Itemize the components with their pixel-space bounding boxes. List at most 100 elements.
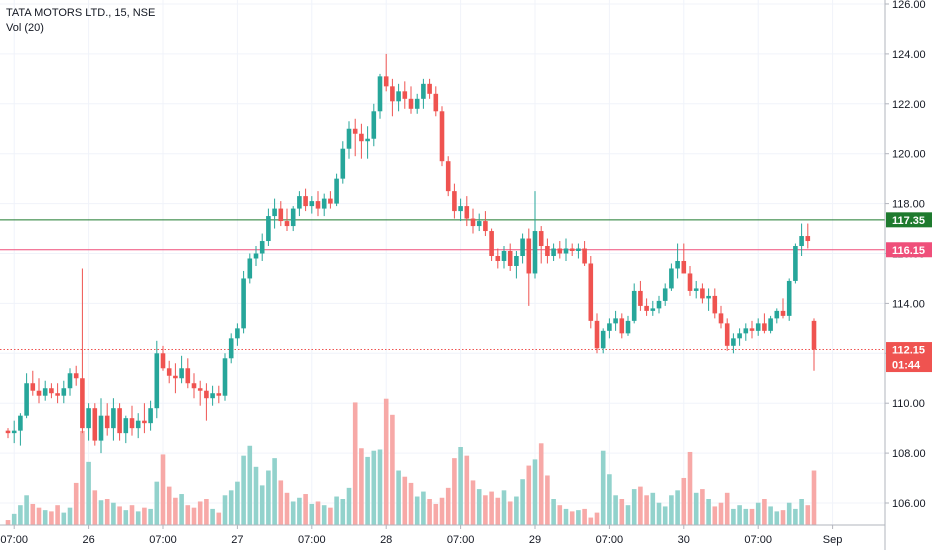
candle-body: [30, 383, 36, 391]
volume-bar: [545, 475, 550, 525]
time-tick-label: 07:00: [596, 534, 624, 546]
candle: [780, 298, 786, 319]
candle-body: [414, 98, 420, 109]
candle: [532, 191, 538, 279]
candle-body: [297, 196, 302, 209]
candle: [191, 373, 197, 399]
volume-bar: [253, 466, 259, 525]
volume-bar: [228, 490, 234, 525]
candle-body: [371, 111, 377, 139]
volume-bar: [80, 430, 85, 525]
volume-bar: [328, 507, 333, 525]
candle: [235, 323, 240, 346]
symbol-title[interactable]: TATA MOTORS LTD., 15, NSE: [6, 7, 156, 19]
candle-body: [507, 251, 513, 266]
volume-bar: [204, 499, 209, 525]
candle: [309, 196, 315, 214]
candle: [700, 283, 705, 304]
volume-bar: [166, 486, 172, 525]
candle: [749, 320, 755, 339]
volume-bar: [793, 508, 798, 525]
price-badge-label: 112.15: [892, 345, 925, 357]
volume-bar: [433, 503, 439, 525]
volume-bar: [532, 459, 538, 525]
volume-bar: [73, 482, 79, 525]
candle-body: [452, 191, 457, 212]
candle-body: [216, 393, 222, 396]
candle: [328, 191, 333, 209]
volume-bar: [799, 499, 804, 525]
candle: [631, 283, 637, 324]
candle-body: [644, 305, 649, 311]
volume-bar: [427, 499, 432, 525]
volume-bar: [123, 510, 129, 525]
volume-bar: [266, 470, 271, 525]
candle: [470, 208, 476, 234]
candle: [290, 206, 296, 232]
volume-bar: [5, 520, 11, 525]
candle-body: [669, 268, 674, 289]
volume-bar: [476, 489, 482, 525]
candles: [5, 53, 817, 454]
candle: [371, 103, 377, 147]
price-axis[interactable]: 106.00108.00110.00112.00114.00116.00118.…: [884, 0, 926, 550]
volume-bar: [514, 496, 519, 525]
candle: [681, 243, 687, 274]
candle: [142, 403, 147, 434]
volume-bar: [290, 501, 296, 525]
candle: [49, 383, 54, 399]
candle: [538, 226, 544, 264]
volume-bar: [30, 503, 36, 525]
candle: [92, 403, 98, 446]
volume-bar: [36, 507, 42, 525]
candle: [11, 420, 17, 444]
candle-body: [458, 206, 463, 212]
candle-body: [129, 418, 135, 429]
volume-bar: [210, 508, 215, 525]
time-axis[interactable]: 07:00 26 07:00 27 07:00 28 07:00 29 07:00 30 07:00…: [0, 524, 885, 546]
candle: [731, 333, 736, 354]
candle-body: [340, 148, 346, 179]
candle: [272, 198, 277, 229]
volume-bar: [501, 490, 507, 525]
candle: [501, 246, 507, 269]
volume-bar: [129, 505, 135, 525]
candle: [396, 83, 401, 112]
candle-body: [92, 408, 98, 441]
candle-body: [135, 420, 141, 429]
candle-body: [49, 388, 54, 394]
price-badge-label: 116.15: [892, 245, 925, 257]
price-badge: [886, 242, 932, 258]
volume-bar: [588, 517, 594, 525]
candle-body: [532, 231, 538, 274]
volume-bar: [737, 505, 742, 525]
time-tick-label: 07:00: [149, 534, 177, 546]
volume-bar: [185, 505, 191, 525]
candle: [687, 265, 693, 296]
volume-bar: [669, 495, 674, 525]
candle-body: [179, 368, 184, 379]
candle-body: [805, 236, 811, 242]
candle: [662, 283, 668, 306]
candle: [483, 211, 488, 237]
time-tick-label: 28: [380, 534, 392, 546]
candle-body: [464, 206, 470, 219]
candle: [253, 246, 259, 266]
candle-body: [613, 318, 618, 324]
volume-bar: [656, 502, 662, 525]
volume-bar: [396, 470, 401, 525]
volume-bar: [321, 505, 327, 525]
candle-body: [123, 418, 129, 434]
candle: [421, 78, 426, 109]
volume-bar: [160, 454, 166, 525]
candle: [5, 428, 11, 439]
candle-body: [489, 231, 494, 256]
candle: [365, 126, 370, 159]
candle-body: [377, 76, 383, 112]
candle: [433, 86, 439, 117]
candle-body: [681, 260, 687, 274]
candle: [359, 123, 364, 159]
volume-indicator-label[interactable]: Vol (20): [6, 22, 44, 34]
volume-bar: [377, 449, 383, 525]
